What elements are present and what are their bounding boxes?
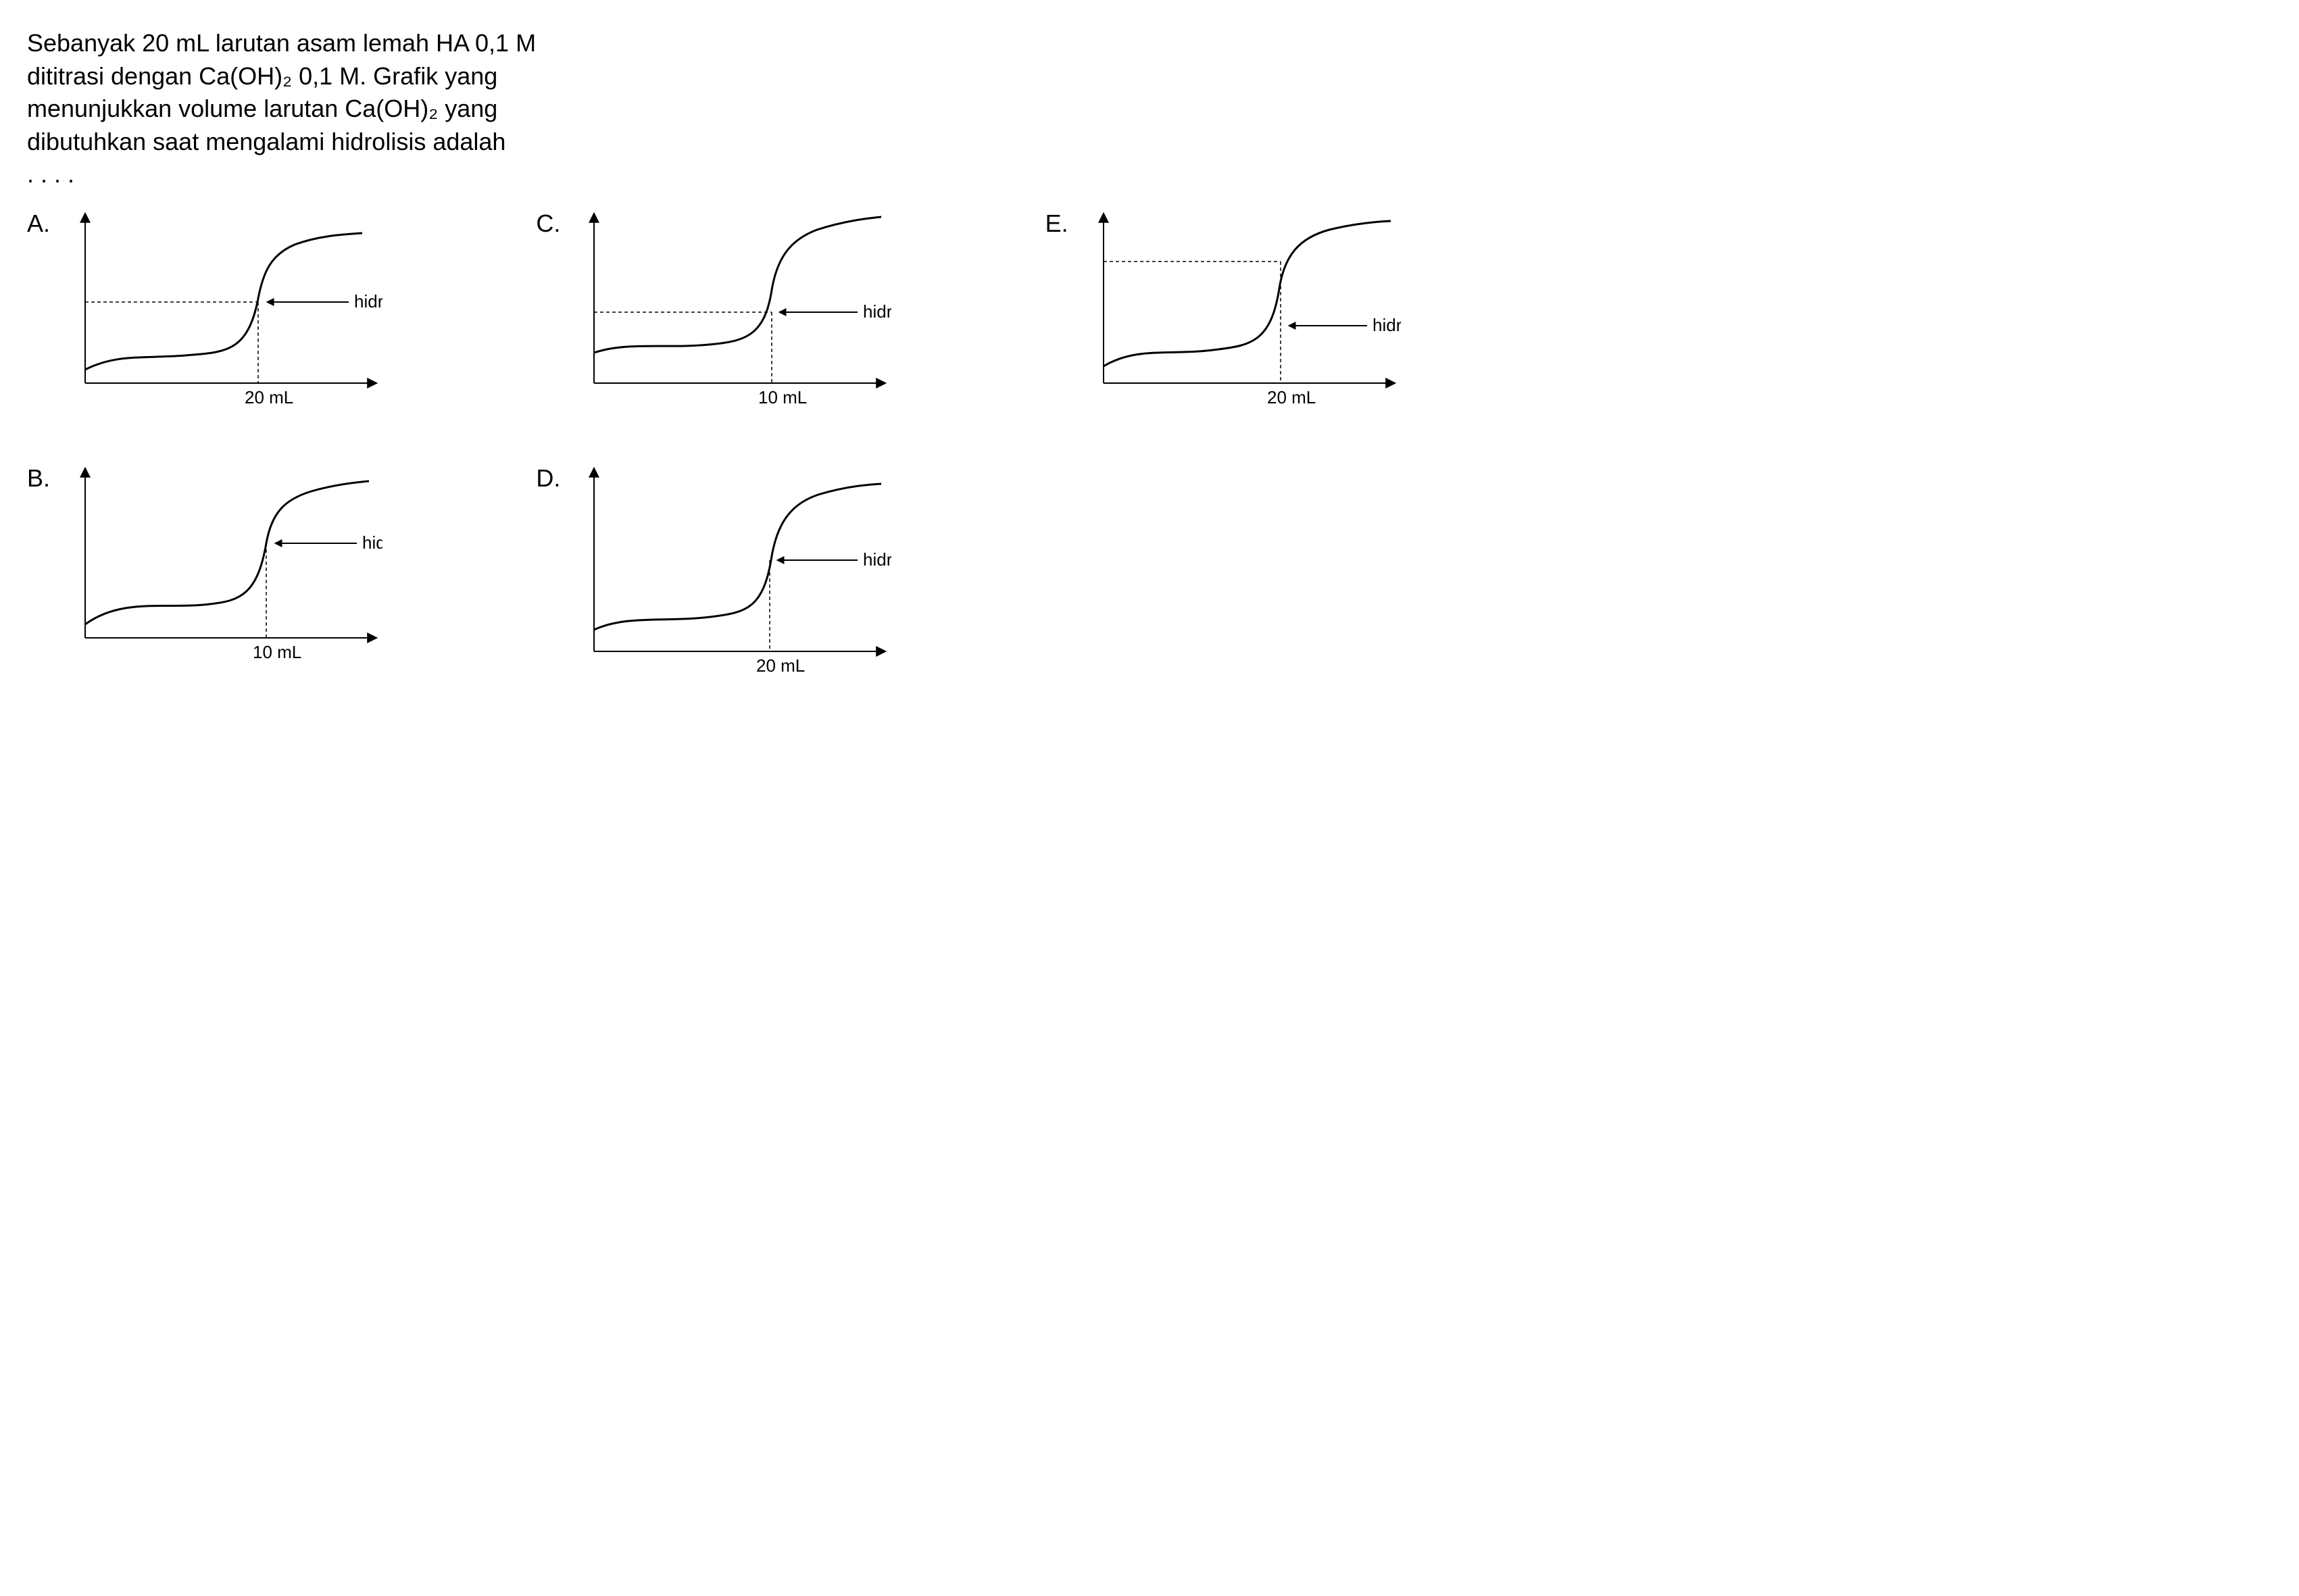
annotation-label: hidrolisis [354, 291, 382, 311]
options-grid: A. hidrolisis 20 mL C. hidrolisis 10 mL E. h… [27, 207, 1514, 714]
option-D: D. hidrolisis 20 mL [536, 462, 1004, 714]
titration-curve [1104, 221, 1391, 366]
titration-chart-D: hidrolisis 20 mL [567, 462, 891, 705]
option-label-A: A. [27, 207, 53, 241]
annotation-label: hidrolisis [362, 532, 382, 553]
option-C: C. hidrolisis 10 mL [536, 207, 1004, 446]
eq-volume-label: 10 mL [253, 642, 301, 662]
option-label-D: D. [536, 462, 562, 495]
option-label-C: C. [536, 207, 562, 241]
titration-chart-C: hidrolisis 10 mL [567, 207, 891, 437]
annotation-label: hidrolisis [1373, 315, 1401, 335]
annotation-label: hidrolisis [863, 549, 891, 570]
option-A: A. hidrolisis 20 mL [27, 207, 495, 446]
option-B: B. hidrolisis 10 mL [27, 462, 495, 714]
eq-volume-label: 10 mL [758, 387, 807, 407]
question-text: Sebanyak 20 mL larutan asam lemah HA 0,1… [27, 27, 973, 191]
titration-curve [594, 217, 881, 353]
annotation-label: hidrolisis [863, 301, 891, 322]
eq-volume-label: 20 mL [756, 655, 805, 676]
option-label-E: E. [1045, 207, 1071, 241]
option-label-B: B. [27, 462, 53, 495]
titration-curve [594, 484, 881, 630]
option-E: E. hidrolisis 20 mL [1045, 207, 1514, 446]
eq-volume-label: 20 mL [245, 387, 293, 407]
eq-volume-label: 20 mL [1267, 387, 1316, 407]
titration-chart-A: hidrolisis 20 mL [58, 207, 382, 437]
titration-chart-B: hidrolisis 10 mL [58, 462, 382, 692]
titration-curve [85, 481, 369, 624]
titration-chart-E: hidrolisis 20 mL [1077, 207, 1401, 437]
